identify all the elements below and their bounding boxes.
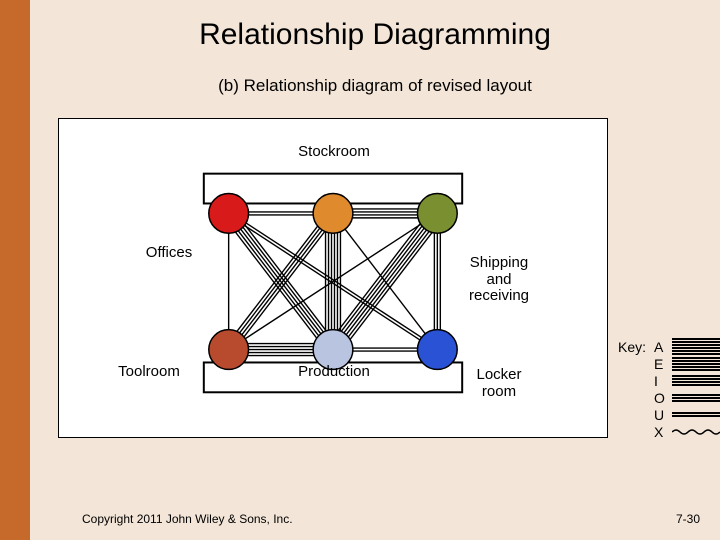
sidebar-accent [0, 0, 30, 540]
key-row-O: O [618, 389, 720, 406]
content-area: Relationship Diagramming (b) Relationshi… [30, 0, 720, 540]
page-title: Relationship Diagramming [30, 0, 720, 52]
key-letter: A [654, 339, 672, 355]
key-sample [672, 338, 720, 355]
key-letter: O [654, 390, 672, 406]
key-sample [672, 357, 720, 371]
copyright-text: Copyright 2011 John Wiley & Sons, Inc. [82, 512, 293, 526]
node-label-locker: Lockerroom [449, 367, 549, 400]
page-subtitle: (b) Relationship diagram of revised layo… [30, 52, 720, 96]
key-sample [672, 375, 720, 386]
node-label-shipping: Shippingandreceiving [449, 255, 549, 305]
key-row-U: U [618, 406, 720, 423]
key-row-A: Key:A [618, 338, 720, 355]
key-letter: U [654, 407, 672, 423]
key-sample [672, 412, 720, 417]
key-sample [672, 428, 720, 436]
key-letter: E [654, 356, 672, 372]
key-label: Key: [618, 339, 654, 355]
slide-page: Relationship Diagramming (b) Relationshi… [0, 0, 720, 540]
node-label-stockroom: Stockroom [284, 144, 384, 161]
key-row-X: X [618, 423, 720, 440]
key-letter: X [654, 424, 672, 440]
key-row-E: E [618, 355, 720, 372]
legend-key: Key:AEIOUX [618, 338, 720, 440]
key-sample [672, 394, 720, 402]
page-number: 7-30 [676, 512, 700, 526]
node-label-offices: Offices [119, 245, 219, 262]
diagram-frame: Stockroom Offices Shippingandreceiving Tool… [58, 118, 608, 438]
key-row-I: I [618, 372, 720, 389]
node-label-production: Production [284, 364, 384, 381]
key-letter: I [654, 373, 672, 389]
node-label-toolroom: Toolroom [99, 364, 199, 381]
